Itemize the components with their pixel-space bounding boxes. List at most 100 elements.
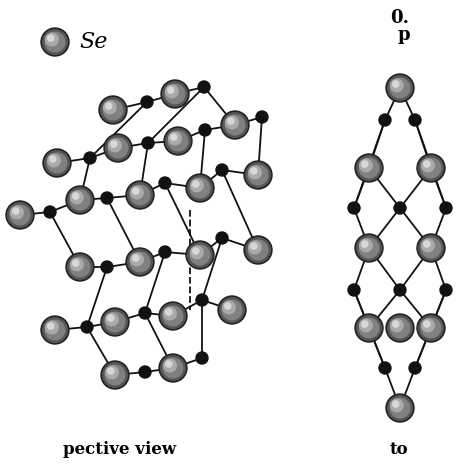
Circle shape xyxy=(141,96,153,108)
Circle shape xyxy=(71,258,83,271)
Text: to: to xyxy=(390,441,409,458)
Circle shape xyxy=(70,257,90,277)
Circle shape xyxy=(163,82,187,106)
Circle shape xyxy=(131,253,143,266)
Circle shape xyxy=(133,188,139,194)
Circle shape xyxy=(103,363,128,387)
Circle shape xyxy=(47,154,60,167)
Circle shape xyxy=(226,116,238,129)
Circle shape xyxy=(225,115,245,135)
Circle shape xyxy=(388,76,412,100)
Circle shape xyxy=(417,234,445,262)
Circle shape xyxy=(163,306,183,326)
Circle shape xyxy=(356,316,381,340)
Circle shape xyxy=(251,243,257,249)
Circle shape xyxy=(186,241,214,269)
Circle shape xyxy=(391,79,403,92)
Circle shape xyxy=(188,243,212,267)
Circle shape xyxy=(394,202,406,214)
Circle shape xyxy=(424,321,430,327)
Circle shape xyxy=(161,304,185,328)
Circle shape xyxy=(249,241,261,254)
Circle shape xyxy=(388,316,412,340)
Circle shape xyxy=(108,368,114,374)
Circle shape xyxy=(360,319,372,332)
Circle shape xyxy=(103,310,128,334)
Circle shape xyxy=(246,163,270,187)
Circle shape xyxy=(101,192,113,204)
Circle shape xyxy=(388,396,412,420)
Circle shape xyxy=(379,362,391,374)
Circle shape xyxy=(221,111,249,139)
Circle shape xyxy=(356,236,381,260)
Circle shape xyxy=(46,33,58,46)
Circle shape xyxy=(244,236,272,264)
Circle shape xyxy=(186,174,214,202)
Circle shape xyxy=(139,366,151,378)
Circle shape xyxy=(348,202,360,214)
Circle shape xyxy=(419,236,443,260)
Circle shape xyxy=(168,87,174,93)
Circle shape xyxy=(198,81,210,93)
Circle shape xyxy=(71,191,83,204)
Circle shape xyxy=(421,159,434,172)
Circle shape xyxy=(359,318,379,338)
Circle shape xyxy=(68,188,92,212)
Circle shape xyxy=(46,321,58,334)
Circle shape xyxy=(248,240,268,260)
Text: 0.: 0. xyxy=(390,9,409,27)
Circle shape xyxy=(409,114,421,126)
Circle shape xyxy=(68,255,92,279)
Circle shape xyxy=(164,359,176,372)
Circle shape xyxy=(424,161,430,167)
Circle shape xyxy=(419,316,443,340)
Circle shape xyxy=(130,252,150,272)
Circle shape xyxy=(130,185,150,205)
Circle shape xyxy=(43,30,67,55)
Circle shape xyxy=(421,318,441,338)
Circle shape xyxy=(246,237,270,262)
Circle shape xyxy=(193,248,199,254)
Circle shape xyxy=(41,28,69,56)
Circle shape xyxy=(105,365,125,385)
Circle shape xyxy=(191,246,203,259)
Circle shape xyxy=(99,96,127,124)
Circle shape xyxy=(216,164,228,176)
Circle shape xyxy=(355,234,383,262)
Circle shape xyxy=(219,298,244,322)
Circle shape xyxy=(348,284,360,296)
Circle shape xyxy=(6,201,34,229)
Circle shape xyxy=(169,132,181,145)
Circle shape xyxy=(81,321,93,333)
Circle shape xyxy=(386,74,414,102)
Circle shape xyxy=(101,261,113,273)
Circle shape xyxy=(108,315,114,321)
Text: Se: Se xyxy=(79,31,108,53)
Circle shape xyxy=(419,155,443,180)
Circle shape xyxy=(244,161,272,189)
Circle shape xyxy=(47,153,67,173)
Circle shape xyxy=(165,84,185,104)
Circle shape xyxy=(390,78,410,98)
Circle shape xyxy=(191,179,203,192)
Circle shape xyxy=(106,103,112,109)
Circle shape xyxy=(440,284,452,296)
Circle shape xyxy=(421,238,441,258)
Circle shape xyxy=(188,176,212,201)
Circle shape xyxy=(424,241,430,247)
Circle shape xyxy=(126,181,154,209)
Circle shape xyxy=(190,178,210,198)
Circle shape xyxy=(43,318,67,342)
Circle shape xyxy=(256,111,268,123)
Circle shape xyxy=(73,193,79,199)
Circle shape xyxy=(355,314,383,342)
Circle shape xyxy=(128,182,152,207)
Circle shape xyxy=(223,113,247,137)
Circle shape xyxy=(355,154,383,182)
Circle shape xyxy=(417,154,445,182)
Circle shape xyxy=(440,202,452,214)
Circle shape xyxy=(165,85,178,98)
Circle shape xyxy=(164,127,192,155)
Circle shape xyxy=(159,246,171,258)
Circle shape xyxy=(106,136,130,160)
